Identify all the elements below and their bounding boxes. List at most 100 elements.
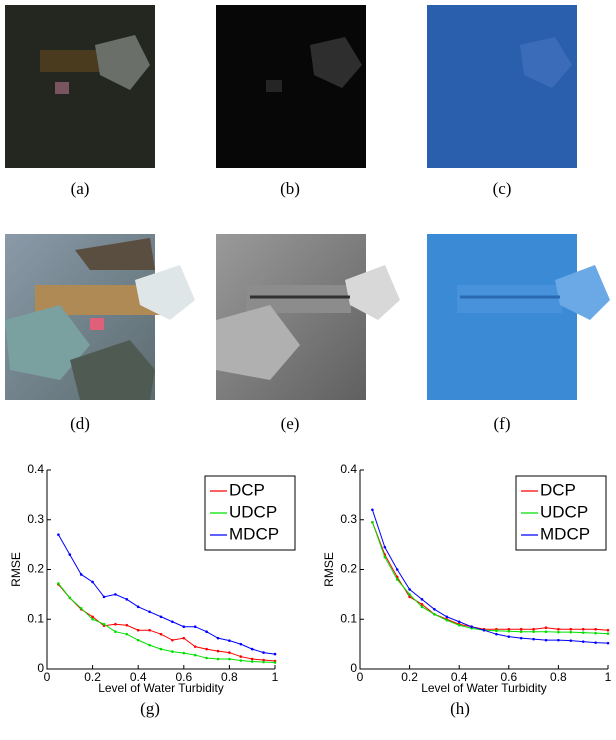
point (91, 581, 94, 584)
point (532, 628, 535, 631)
point (251, 648, 254, 651)
point (251, 660, 254, 663)
point (421, 606, 424, 609)
point (371, 521, 374, 524)
point (495, 633, 498, 636)
point (137, 629, 140, 632)
point (171, 650, 174, 653)
point (371, 509, 374, 512)
point (458, 624, 461, 627)
point (384, 556, 387, 559)
point (384, 546, 387, 549)
point (458, 620, 461, 623)
point (470, 625, 473, 628)
point (103, 596, 106, 599)
point (114, 623, 117, 626)
legend-label: DCP (540, 480, 576, 499)
point (148, 610, 151, 613)
point (274, 653, 277, 656)
x-tick-label: 0.2 (401, 670, 418, 684)
caption: (a) (71, 179, 90, 198)
point (545, 626, 548, 629)
point (557, 628, 560, 631)
point (594, 632, 597, 635)
point (396, 568, 399, 571)
point (205, 630, 208, 633)
x-tick-label: 1 (272, 670, 279, 684)
legend-label: UDCP (229, 502, 277, 521)
y-tick-label: 0.3 (340, 512, 357, 526)
point (421, 598, 424, 601)
point (262, 661, 265, 664)
point (57, 582, 60, 585)
point (137, 639, 140, 642)
point (80, 607, 83, 610)
legend-label: MDCP (540, 524, 590, 543)
y-tick-label: 0.4 (27, 462, 44, 476)
point (137, 606, 140, 609)
x-tick-label: 0 (44, 670, 51, 684)
point (194, 654, 197, 657)
image-c (427, 5, 577, 168)
point (532, 630, 535, 633)
point (274, 661, 277, 664)
point (396, 578, 399, 581)
y-axis-label: RMSE (322, 552, 336, 587)
y-tick-label: 0.3 (27, 512, 44, 526)
x-axis-label: Level of Water Turbidity (421, 681, 547, 695)
point (607, 632, 610, 635)
x-axis-label: Level of Water Turbidity (98, 681, 224, 695)
point (217, 658, 220, 661)
point (520, 637, 523, 640)
point (582, 628, 585, 631)
point (240, 659, 243, 662)
point (205, 648, 208, 651)
figure: (a) (b) (c) (d) (e) (f) 00.10.20.30.400.… (0, 0, 616, 740)
caption: (f) (494, 414, 511, 433)
point (69, 597, 72, 600)
image-e (216, 234, 400, 400)
point (160, 615, 163, 618)
point (171, 639, 174, 642)
image-f (427, 234, 610, 400)
point (508, 635, 511, 638)
point (103, 623, 106, 626)
point (408, 593, 411, 596)
point (446, 615, 449, 618)
caption: (d) (70, 414, 90, 433)
point (545, 630, 548, 633)
point (91, 615, 94, 618)
point (557, 639, 560, 642)
x-tick-label: 0 (357, 670, 364, 684)
point (570, 628, 573, 631)
point (57, 533, 60, 536)
y-tick-label: 0.2 (340, 562, 357, 576)
point (545, 639, 548, 642)
point (495, 629, 498, 632)
point (194, 625, 197, 628)
point (570, 639, 573, 642)
point (262, 651, 265, 654)
point (160, 633, 163, 636)
point (557, 631, 560, 634)
point (171, 620, 174, 623)
point (80, 573, 83, 576)
point (483, 629, 486, 632)
y-tick-label: 0.4 (340, 462, 357, 476)
point (194, 645, 197, 648)
page: {"image_captions": ["(a)", "(b)", "(c)",… (0, 0, 616, 740)
x-tick-label: 0.8 (550, 670, 567, 684)
point (408, 588, 411, 591)
point (91, 618, 94, 621)
point (251, 658, 254, 661)
point (183, 637, 186, 640)
point (594, 628, 597, 631)
point (160, 648, 163, 651)
y-tick-label: 0.2 (27, 562, 44, 576)
point (446, 619, 449, 622)
y-axis-label: RMSE (9, 552, 23, 587)
